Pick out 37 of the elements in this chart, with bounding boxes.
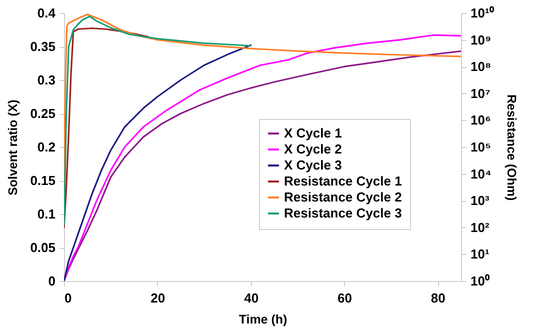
y2-tick-label: 10¹⁰ [470,6,494,20]
x-axis-title: Time (h) [238,312,288,326]
y2-tick-label: 10¹ [470,246,490,262]
legend-label: Resistance Cycle 3 [284,206,402,220]
y2-tick-label: 10⁴ [470,166,492,182]
legend-label: X Cycle 3 [284,158,342,172]
y2-tick-label: 10⁰ [470,274,490,288]
y-tick-label: 0.05 [30,240,56,255]
x-tick-label: 0 [64,290,72,306]
x-tick-label: 40 [244,290,259,306]
x-tick-label: 20 [150,290,166,306]
x-tick-label: 80 [430,290,446,306]
y-tick-label: 0.4 [37,6,56,20]
y-tick-label: 0.15 [30,173,56,188]
line-series [64,44,252,281]
x-tick-label: 60 [338,290,352,306]
legend-label: Resistance Cycle 2 [284,190,402,204]
y2-tick-label: 10³ [470,193,490,208]
y2-axis-title: Resistance (Ohm) [504,94,518,201]
y2-tick-label: 10² [470,220,490,235]
legend-label: Resistance Cycle 1 [284,174,402,188]
line-series [64,27,149,228]
y-tick-label: 0.1 [37,206,56,222]
legend-label: X Cycle 2 [284,142,342,156]
legend-label: X Cycle 1 [284,126,342,140]
y2-tick-label: 10⁷ [470,86,490,101]
line-series [64,16,252,226]
y-axis-title: Solvent ratio (X) [6,100,20,196]
y2-tick-label: 10⁶ [470,112,491,128]
y2-tick-label: 10⁸ [470,59,492,74]
y2-tick-label: 10⁹ [470,32,492,48]
y-tick-label: 0 [48,274,56,288]
y-tick-label: 0.3 [37,72,56,88]
y-tick-label: 0.25 [30,106,56,121]
y-tick-label: 0.2 [37,140,56,154]
y2-tick-label: 10⁵ [470,140,492,154]
y-tick-label: 0.35 [30,39,56,54]
